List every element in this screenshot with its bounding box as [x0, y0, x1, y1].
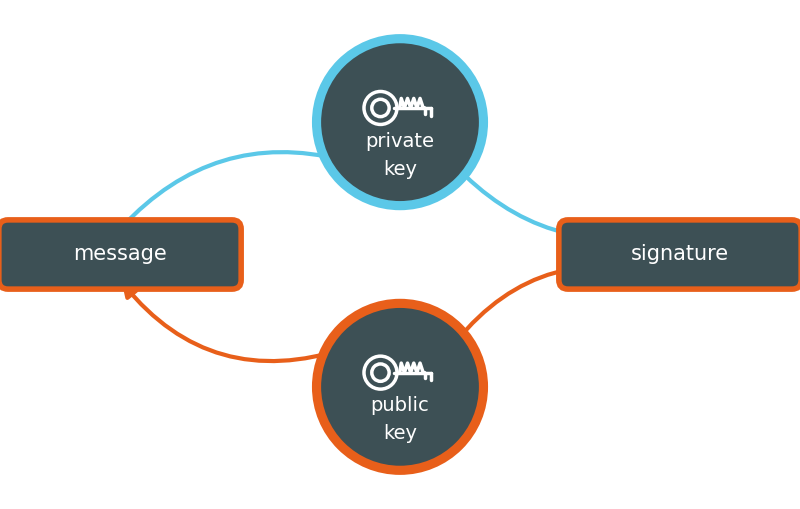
- Text: signature: signature: [631, 244, 729, 265]
- FancyArrowPatch shape: [125, 286, 346, 361]
- FancyBboxPatch shape: [559, 220, 800, 289]
- FancyBboxPatch shape: [0, 220, 241, 289]
- Text: private
key: private key: [366, 132, 434, 179]
- FancyArrowPatch shape: [453, 164, 673, 239]
- Circle shape: [312, 299, 488, 475]
- FancyArrowPatch shape: [456, 266, 678, 342]
- Text: message: message: [73, 244, 167, 265]
- Circle shape: [321, 308, 479, 466]
- Circle shape: [321, 43, 479, 201]
- FancyArrowPatch shape: [122, 152, 342, 227]
- Text: public
key: public key: [370, 397, 430, 443]
- Circle shape: [312, 34, 488, 210]
